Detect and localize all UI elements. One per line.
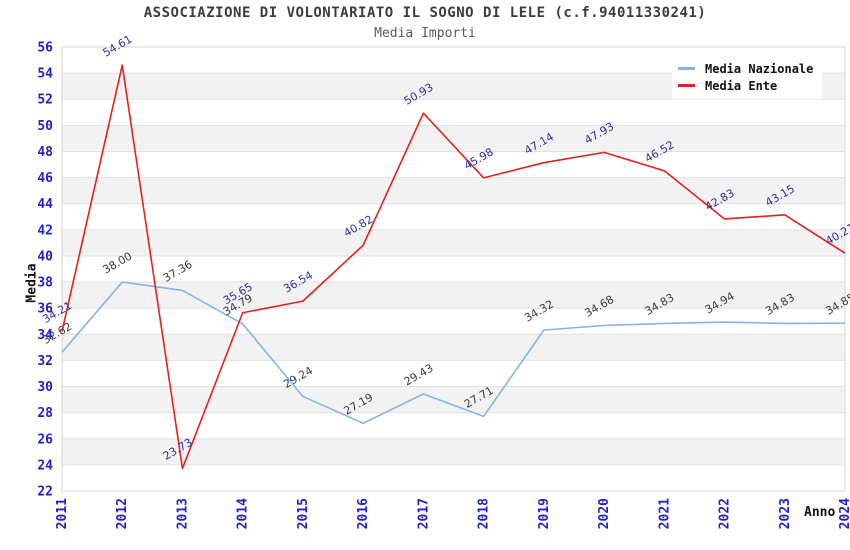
legend-item-media-nazionale: Media Nazionale xyxy=(678,60,814,77)
legend-item-media-ente: Media Ente xyxy=(678,77,814,94)
y-tick-label: 34 xyxy=(37,328,53,343)
x-tick-label: 2020 xyxy=(597,498,612,529)
y-tick-label: 50 xyxy=(37,119,53,134)
y-tick-label: 44 xyxy=(37,197,53,212)
y-tick-label: 48 xyxy=(37,145,53,160)
chart-title: ASSOCIAZIONE DI VOLONTARIATO IL SOGNO DI… xyxy=(143,5,707,21)
legend-marker-media-nazionale xyxy=(678,67,695,70)
x-tick-label: 2017 xyxy=(416,498,431,529)
x-tick-label: 2023 xyxy=(778,498,793,529)
y-tick-label: 22 xyxy=(37,485,53,500)
data-label: 40.21 xyxy=(823,221,850,248)
data-label: 54.61 xyxy=(101,33,135,60)
plot-band xyxy=(62,177,845,204)
plot-band xyxy=(62,386,845,413)
x-tick-label: 2011 xyxy=(55,498,70,529)
y-tick-label: 52 xyxy=(37,93,53,108)
y-tick-label: 30 xyxy=(37,380,53,395)
x-tick-label: 2014 xyxy=(236,498,251,529)
y-tick-label: 42 xyxy=(37,223,53,238)
plot-band xyxy=(62,334,845,361)
series-line-media-nazionale xyxy=(61,281,846,425)
series-line-media-ente xyxy=(61,64,846,470)
x-tick-label: 2021 xyxy=(657,498,672,529)
y-tick-label: 32 xyxy=(37,354,53,369)
x-axis-title: Anno xyxy=(804,505,836,520)
y-tick-label: 38 xyxy=(37,276,53,291)
y-tick-label: 54 xyxy=(37,67,53,82)
x-tick-label: 2022 xyxy=(718,498,733,529)
legend: Media Nazionale Media Ente xyxy=(672,55,822,99)
y-tick-label: 36 xyxy=(37,302,53,317)
plot-band xyxy=(62,229,845,256)
y-tick-label: 24 xyxy=(37,458,53,473)
y-tick-label: 28 xyxy=(37,406,53,421)
x-tick-label: 2018 xyxy=(477,498,492,529)
x-tick-label: 2013 xyxy=(175,498,190,529)
y-tick-label: 46 xyxy=(37,171,53,186)
y-axis-title: Media xyxy=(24,263,40,303)
y-tick-label: 26 xyxy=(37,432,53,447)
x-tick-label: 2024 xyxy=(838,498,850,529)
legend-marker-media-ente xyxy=(678,84,695,87)
y-tick-label: 56 xyxy=(37,41,53,56)
x-tick-label: 2015 xyxy=(296,498,311,529)
data-label: 37.36 xyxy=(161,258,195,285)
legend-label: Media Ente xyxy=(705,78,778,93)
plot-band xyxy=(62,125,845,152)
chart-subtitle: Media Importi xyxy=(374,26,476,41)
data-label: 29.43 xyxy=(402,361,436,388)
x-tick-label: 2012 xyxy=(115,498,130,529)
plot-border xyxy=(61,46,846,492)
y-tick-label: 40 xyxy=(37,249,53,264)
x-tick-label: 2019 xyxy=(537,498,552,529)
legend-label: Media Nazionale xyxy=(705,61,814,76)
x-tick-label: 2016 xyxy=(356,498,371,529)
